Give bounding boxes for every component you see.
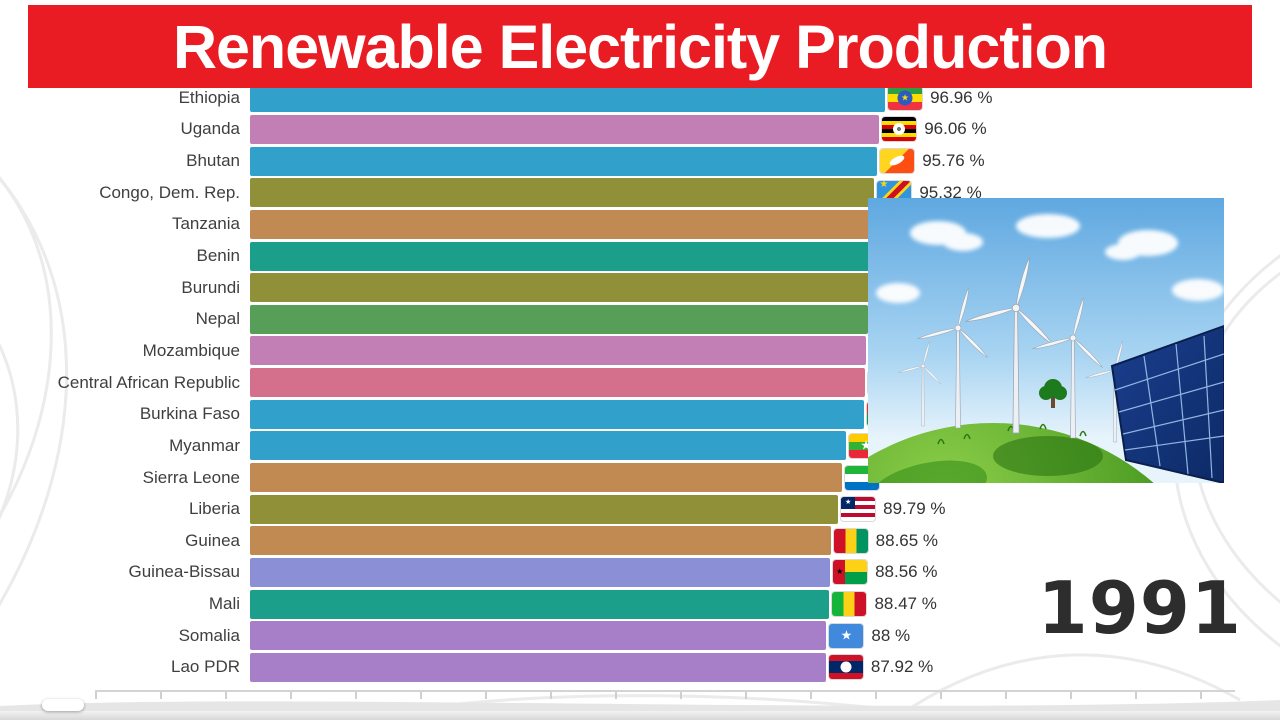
country-label: Somalia xyxy=(178,625,240,645)
country-label: Burkina Faso xyxy=(139,404,240,424)
value-bar xyxy=(250,114,880,144)
country-label: Ethiopia xyxy=(178,87,240,107)
value-bar xyxy=(250,336,867,366)
chart-row: Lao PDR 87.92 % xyxy=(0,652,1280,684)
value-bar xyxy=(250,273,870,303)
laos-flag-icon xyxy=(828,655,863,680)
chart-row: Burkina Faso xyxy=(0,398,1280,430)
liberia-flag-icon xyxy=(841,497,876,522)
scrubber-handle[interactable] xyxy=(42,699,84,711)
country-label: Myanmar xyxy=(169,435,240,455)
value-bar xyxy=(250,557,831,587)
value-label: 88 % xyxy=(871,625,911,645)
uganda-flag-icon xyxy=(882,117,917,142)
value-bar xyxy=(250,146,878,176)
value-label: 88.65 % xyxy=(875,530,939,550)
chart-row: Uganda 96.06 % xyxy=(0,114,1280,146)
chart-row: Central African Republic xyxy=(0,367,1280,399)
value-bar xyxy=(250,83,886,113)
country-label: Sierra Leone xyxy=(142,467,240,487)
value-label: 96.06 % xyxy=(924,119,987,139)
value-label: 96.96 % xyxy=(930,87,993,107)
value-bar xyxy=(250,368,866,398)
value-bar xyxy=(250,494,839,524)
value-bar xyxy=(250,399,864,429)
country-label: Uganda xyxy=(180,119,240,139)
mali-flag-icon xyxy=(832,592,867,617)
country-label: Guinea-Bissau xyxy=(128,562,240,582)
chart-row: Bhutan 95.76 % xyxy=(0,145,1280,177)
country-label: Lao PDR xyxy=(171,657,240,677)
country-label: Tanzania xyxy=(171,214,240,234)
country-label: Benin xyxy=(196,246,240,266)
renewable-energy-illustration xyxy=(868,198,1224,483)
value-bar xyxy=(250,652,826,682)
country-label: Bhutan xyxy=(186,151,240,171)
chart-row: Mali 88.47 % xyxy=(0,588,1280,620)
somalia-flag-icon xyxy=(829,623,864,648)
ethiopia-flag-icon xyxy=(888,85,923,110)
title-banner: Renewable Electricity Production xyxy=(28,5,1252,88)
value-label: 95.76 % xyxy=(922,151,985,171)
chart-row: Guinea 88.65 % xyxy=(0,525,1280,557)
bhutan-flag-icon xyxy=(880,149,915,174)
value-bar xyxy=(250,209,873,239)
chart-row: Burundi xyxy=(0,272,1280,304)
country-label: Liberia xyxy=(188,499,240,519)
chart-row: Guinea-Bissau 88.56 % xyxy=(0,557,1280,589)
value-bar xyxy=(250,526,831,556)
value-bar xyxy=(250,621,827,651)
chart-row: Sierra Leone xyxy=(0,462,1280,494)
bottom-band xyxy=(0,711,1280,720)
value-label: 89.79 % xyxy=(883,499,946,519)
country-label: Guinea xyxy=(185,530,240,550)
renewable-energy-photo xyxy=(868,198,1224,483)
value-bar xyxy=(250,589,830,619)
value-bar xyxy=(250,463,843,492)
x-axis xyxy=(95,690,1235,699)
value-label: 95.32 % xyxy=(919,182,982,202)
guinea-flag-icon xyxy=(833,528,868,553)
country-label: Mozambique xyxy=(142,340,240,360)
value-bar xyxy=(250,431,847,461)
value-bar xyxy=(250,241,872,271)
year-label: 1991 xyxy=(1037,566,1242,650)
bar-rows: Ethiopia 96.96 % Uganda 96.06 % Bhutan 95.76 … xyxy=(0,82,1280,683)
value-bar xyxy=(250,304,868,334)
country-label: Central African Republic xyxy=(57,372,240,392)
chart-row: Ethiopia 96.96 % xyxy=(0,82,1280,114)
country-label: Nepal xyxy=(195,309,240,329)
chart-row: Somalia 88 % xyxy=(0,620,1280,652)
country-label: Mali xyxy=(208,594,240,614)
chart-row: Myanmar xyxy=(0,430,1280,462)
country-label: Congo, Dem. Rep. xyxy=(99,182,240,202)
country-label: Burundi xyxy=(181,277,240,297)
value-label: 88.47 % xyxy=(874,594,937,614)
value-bar xyxy=(250,178,875,208)
chart-row: Congo, Dem. Rep. 95.32 % xyxy=(0,177,1280,209)
chart-row: Liberia 89.79 % xyxy=(0,493,1280,525)
guinea-bissau-flag-icon xyxy=(833,560,868,585)
page-title: Renewable Electricity Production xyxy=(172,12,1108,81)
value-label: 87.92 % xyxy=(870,657,934,677)
value-label: 88.56 % xyxy=(875,562,938,582)
